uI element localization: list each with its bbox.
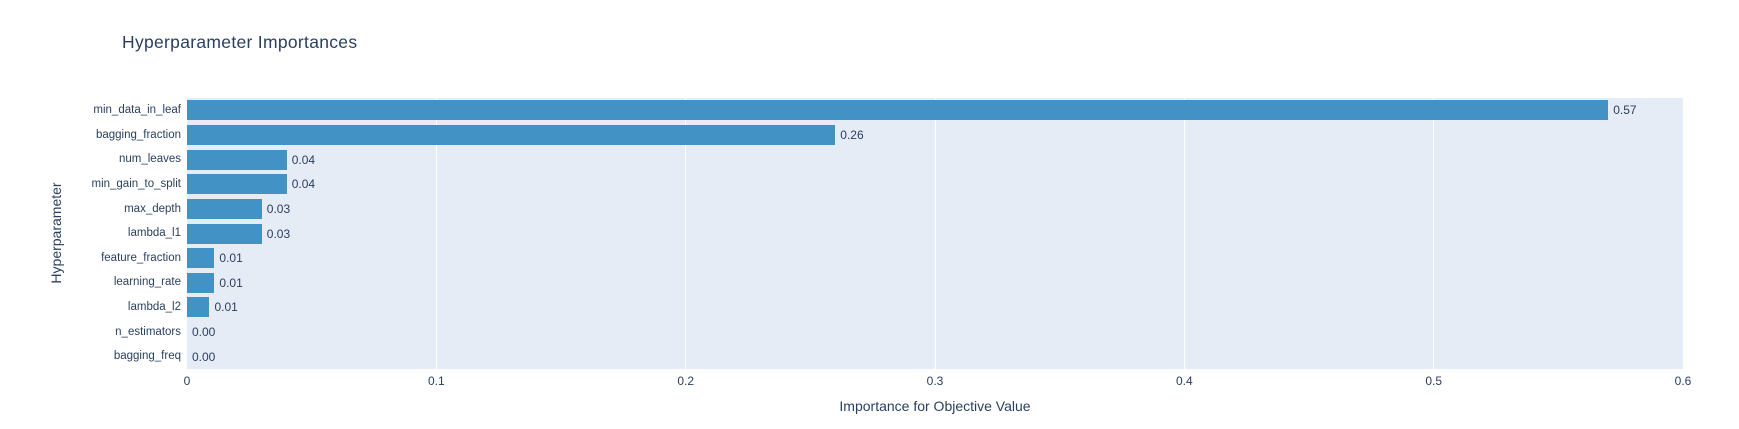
ytick-label-num_leaves: num_leaves: [118, 153, 181, 166]
ytick-label-max_depth: max_depth: [124, 202, 181, 215]
value-label-min_gain_to_split: 0.04: [291, 177, 316, 192]
value-label-min_data_in_leaf: 0.57: [1613, 103, 1637, 118]
bar-bagging_fraction[interactable]: [187, 124, 836, 145]
ytick-label-n_estimators: n_estimators: [115, 325, 181, 338]
gridline-x-0.5: [1433, 98, 1435, 369]
value-label-learning_rate: 0.01: [219, 275, 243, 290]
xtick-label-0.6: 0.6: [1674, 374, 1692, 388]
value-label-max_depth: 0.03: [266, 201, 291, 216]
bar-max_depth[interactable]: [187, 198, 262, 219]
bar-num_leaves[interactable]: [187, 149, 287, 170]
xtick-label-0.4: 0.4: [1175, 374, 1193, 388]
xtick-label-0: 0: [183, 374, 191, 388]
bar-learning_rate[interactable]: [187, 272, 215, 293]
value-label-n_estimators: 0.00: [192, 325, 216, 340]
xtick-label-0.3: 0.3: [926, 374, 944, 388]
ytick-label-bagging_freq: bagging_freq: [113, 350, 181, 363]
x-axis-title: Importance for Objective Value: [839, 398, 1031, 414]
value-label-feature_fraction: 0.01: [219, 251, 243, 266]
gridline-x-0.3: [934, 98, 936, 369]
ytick-label-lambda_l1: lambda_l1: [127, 227, 181, 240]
ytick-label-min_gain_to_split: min_gain_to_split: [91, 177, 181, 190]
plot-area[interactable]: 0.57 0.26 0.04 0.04 0.03 0.03 0.01 0.01 0.01 0.00…: [187, 98, 1684, 369]
chart-title: Hyperparameter Importances: [122, 32, 358, 52]
bar-lambda_l2[interactable]: [187, 297, 210, 318]
gridline-x-0.6: [1682, 98, 1684, 369]
gridline-x-0.1: [435, 98, 437, 369]
xtick-label-0.2: 0.2: [677, 374, 694, 388]
value-label-bagging_fraction: 0.26: [840, 127, 864, 142]
value-label-lambda_l2: 0.01: [214, 300, 238, 315]
bar-feature_fraction[interactable]: [187, 248, 215, 269]
value-label-lambda_l1: 0.03: [266, 226, 291, 241]
bar-min_data_in_leaf[interactable]: [187, 100, 1609, 121]
bar-min_gain_to_split[interactable]: [187, 174, 287, 195]
ytick-label-feature_fraction: feature_fraction: [101, 251, 181, 264]
xtick-label-0.1: 0.1: [427, 374, 445, 388]
gridline-x-0.4: [1183, 98, 1185, 369]
gridline-x-0.2: [685, 98, 687, 369]
value-label-num_leaves: 0.04: [291, 152, 316, 167]
ytick-label-lambda_l2: lambda_l2: [127, 301, 181, 314]
ytick-label-learning_rate: learning_rate: [113, 276, 181, 289]
xtick-label-0.5: 0.5: [1425, 374, 1442, 388]
y-axis-tick-labels: min_data_in_leaf bagging_fraction num_leav…: [0, 98, 184, 369]
ytick-label-bagging_fraction: bagging_fraction: [95, 128, 181, 141]
ytick-label-min_data_in_leaf: min_data_in_leaf: [93, 104, 181, 116]
bar-lambda_l1[interactable]: [187, 223, 262, 244]
value-label-bagging_freq: 0.00: [192, 349, 216, 364]
